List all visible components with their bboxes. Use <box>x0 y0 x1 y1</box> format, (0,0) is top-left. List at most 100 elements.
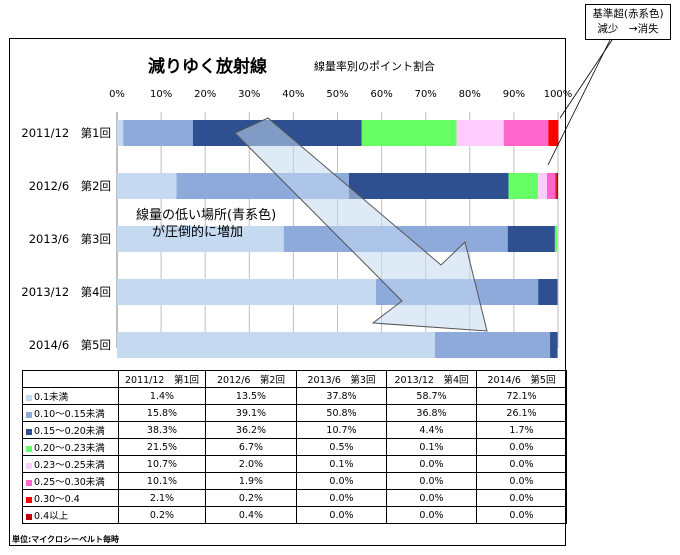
legend-swatch <box>26 496 32 503</box>
table-cell: 0.0% <box>476 455 567 473</box>
table-cell: 0.0% <box>386 489 477 507</box>
table-row: 0.10～0.15未満 15.8% 39.1% 50.8% 36.8% 26.1% <box>22 404 567 422</box>
series-name: 0.23～0.25未満 <box>34 460 105 471</box>
callout-leader-1 <box>547 39 611 166</box>
chart-title: 減りゆく放射線 <box>148 57 267 77</box>
bar-segment <box>117 279 376 305</box>
table-cell: 0.0% <box>476 438 567 456</box>
bar-segment <box>507 226 555 252</box>
bar-segment <box>503 120 549 146</box>
table-cell: 0.0% <box>476 472 567 490</box>
table-cell: 0.0% <box>386 506 477 524</box>
legend-swatch <box>26 513 32 520</box>
bar-segment <box>508 173 539 199</box>
bar-segment <box>556 173 558 199</box>
table-cell: 0.1% <box>296 455 387 473</box>
chart-subtitle: 線量率別のポイント割合 <box>314 60 435 73</box>
series-label: 0.30～0.4 <box>22 489 119 507</box>
bar-segment <box>538 279 558 305</box>
bar-segment <box>117 332 435 358</box>
legend-swatch <box>26 462 32 469</box>
series-name: 0.4以上 <box>34 511 69 522</box>
table-corner <box>22 370 119 388</box>
table-header: 2011/12 第1回 <box>118 370 206 388</box>
table-cell: 38.3% <box>118 421 206 439</box>
x-tick-label: 90% <box>503 89 525 100</box>
table-cell: 0.2% <box>205 489 297 507</box>
table-row: 0.1未満 1.4% 13.5% 37.8% 58.7% 72.1% <box>22 387 567 405</box>
table-row: 0.23～0.25未満 10.7% 2.0% 0.1% 0.0% 0.0% <box>22 455 567 473</box>
x-tick-label: 40% <box>282 89 304 100</box>
unit-note: 単位:マイクロシーベルト毎時 <box>12 535 120 544</box>
legend-swatch <box>26 411 32 418</box>
table-cell: 1.4% <box>118 387 206 405</box>
table-cell: 0.0% <box>476 489 567 507</box>
x-tick-label: 80% <box>459 89 481 100</box>
bar-segment <box>117 120 124 146</box>
series-name: 0.25～0.30未満 <box>34 477 105 488</box>
bar-segment <box>123 120 193 146</box>
x-tick-label: 70% <box>415 89 437 100</box>
table-cell: 15.8% <box>118 404 206 422</box>
table-cell: 36.8% <box>386 404 477 422</box>
table-cell: 4.4% <box>386 421 477 439</box>
legend-swatch <box>26 394 32 401</box>
table-cell: 10.1% <box>118 472 206 490</box>
series-name: 0.15～0.20未満 <box>34 426 105 437</box>
table-cell: 0.0% <box>296 489 387 507</box>
table-cell: 0.0% <box>296 506 387 524</box>
series-label: 0.1未満 <box>22 387 119 405</box>
trend-arrow <box>234 117 488 332</box>
data-table: 2011/12 第1回 2012/6 第2回 2013/6 第3回 2013/1… <box>22 370 567 524</box>
table-cell: 26.1% <box>476 404 567 422</box>
series-label: 0.23～0.25未満 <box>22 455 119 473</box>
table-cell: 0.0% <box>386 455 477 473</box>
x-tick-label: 50% <box>326 89 348 100</box>
series-name: 0.10～0.15未満 <box>34 409 105 420</box>
table-cell: 0.0% <box>476 506 567 524</box>
table-cell: 72.1% <box>476 387 567 405</box>
table-header: 2014/6 第5回 <box>476 370 567 388</box>
table-cell: 21.5% <box>118 438 206 456</box>
chart-frame <box>9 38 566 546</box>
x-tick-label: 100% <box>544 89 573 100</box>
series-label: 0.15～0.20未満 <box>22 421 119 439</box>
stacked-bar-chart: 0% 10% 20% 30% 40% 50% 60% 70% 80% 90% 100% 2011/1… <box>21 39 613 358</box>
callout-leader-2 <box>559 39 613 119</box>
category-label: 2011/12 第1回 <box>21 126 111 140</box>
table-cell: 0.5% <box>296 438 387 456</box>
table-cell: 0.1% <box>386 438 477 456</box>
table-cell: 37.8% <box>296 387 387 405</box>
series-label: 0.4以上 <box>22 506 119 524</box>
category-label: 2013/12 第4回 <box>21 285 111 299</box>
table-header: 2012/6 第2回 <box>205 370 297 388</box>
x-tick-label: 0% <box>109 89 125 100</box>
bar-segment <box>546 173 556 199</box>
table-row: 0.20～0.23未満 21.5% 6.7% 0.5% 0.1% 0.0% <box>22 438 567 456</box>
table-row: 0.25～0.30未満 10.1% 1.9% 0.0% 0.0% 0.0% <box>22 472 567 490</box>
table-cell: 50.8% <box>296 404 387 422</box>
bar-segment <box>117 226 284 252</box>
table-cell: 0.2% <box>118 506 206 524</box>
series-label: 0.10～0.15未満 <box>22 404 119 422</box>
x-tick-label: 10% <box>150 89 172 100</box>
bar-segment <box>550 332 558 358</box>
bar-segment <box>361 120 457 146</box>
category-label: 2013/6 第3回 <box>29 232 111 246</box>
table-cell: 39.1% <box>205 404 297 422</box>
callout-box: 基準超(赤系色) 減少 →消失 <box>585 4 671 40</box>
table-cell: 10.7% <box>296 421 387 439</box>
bar-segment <box>555 173 557 199</box>
table-cell: 0.0% <box>296 472 387 490</box>
x-tick-label: 30% <box>238 89 260 100</box>
bar-segment <box>557 120 559 146</box>
table-cell: 0.4% <box>205 506 297 524</box>
annotation-line-1: 線量の低い場所(青系色) <box>136 207 276 223</box>
bar-segment <box>538 173 547 199</box>
table-cell: 2.1% <box>118 489 206 507</box>
bar-segment <box>456 120 504 146</box>
bar-segment <box>548 120 558 146</box>
table-cell: 1.7% <box>476 421 567 439</box>
bar-segment <box>348 173 509 199</box>
bar-segment <box>117 173 177 199</box>
